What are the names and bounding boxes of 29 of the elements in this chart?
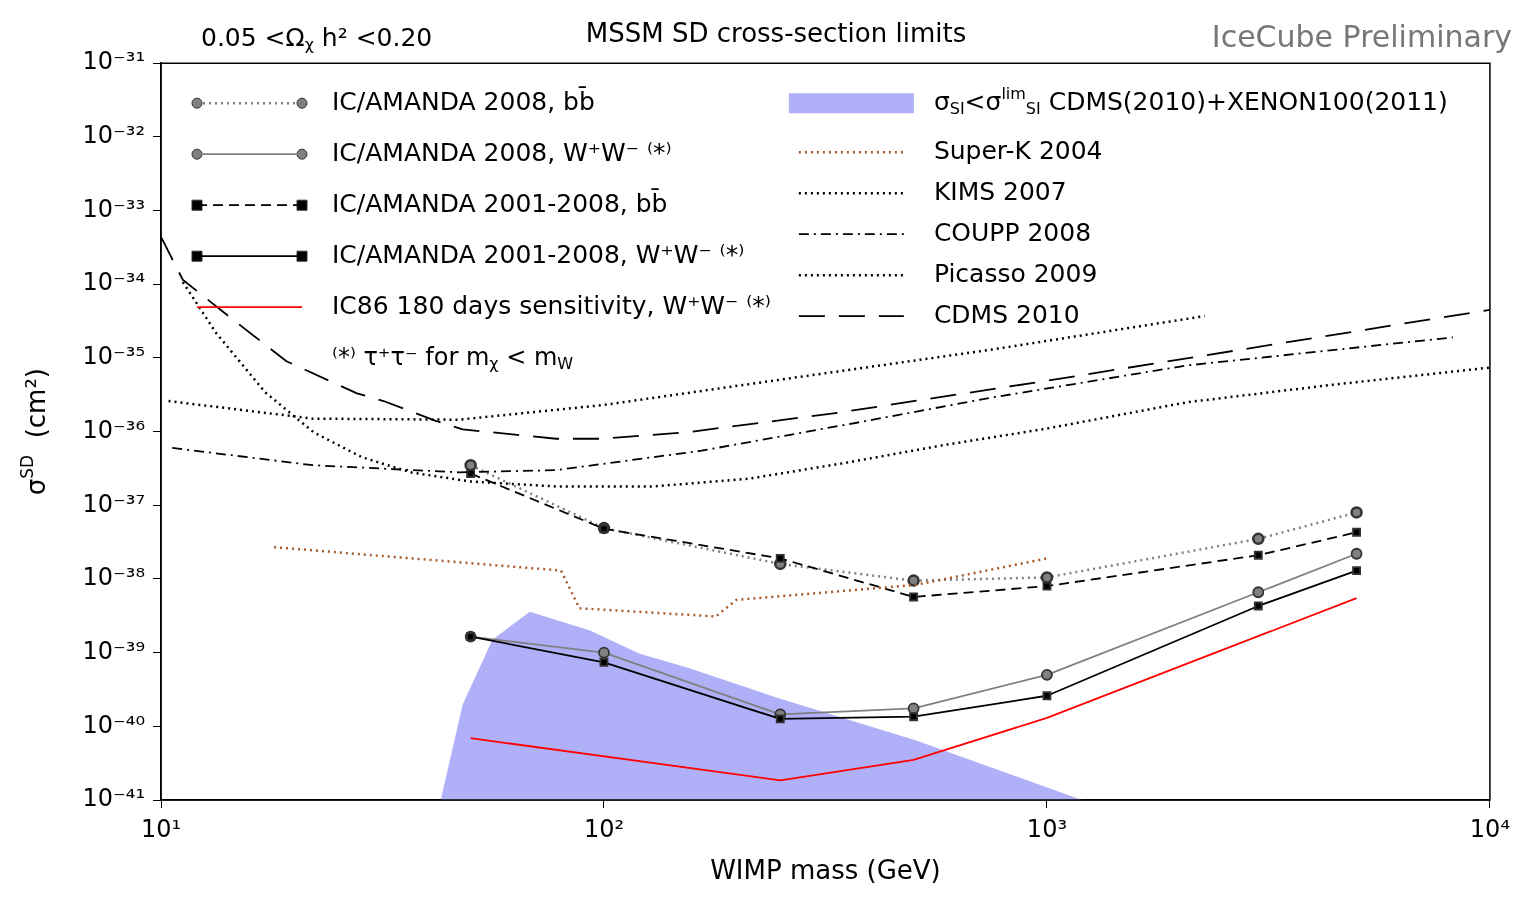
- y-axis-title: σSD (cm²): [17, 367, 51, 496]
- legend-label: IC/AMANDA 2008, W⁺W⁻ ⁽*⁾: [332, 137, 672, 167]
- legend-label: IC/AMANDA 2001-2008, W⁺W⁻ ⁽*⁾: [332, 239, 745, 269]
- y-tick-label: 10⁻³⁹: [82, 636, 145, 665]
- legend-label: Super-K 2004: [933, 135, 1103, 165]
- legend-label: IC/AMANDA 2008, bb̄: [332, 86, 595, 116]
- y-tick-label: 10⁻³⁵: [82, 342, 145, 371]
- y-tick-label: 10⁻⁴⁰: [82, 710, 145, 739]
- y-tick-label: 10⁻³⁸: [82, 563, 145, 592]
- x-tick-label: 10⁴: [1469, 814, 1511, 843]
- text: IceCube Preliminary: [1211, 19, 1513, 54]
- legend-label: IC86 180 days sensitivity, W⁺W⁻ ⁽*⁾: [332, 290, 771, 320]
- y-tick-label: 10⁻⁴¹: [82, 784, 145, 813]
- y-tick-label: 10⁻³⁶: [82, 415, 145, 444]
- x-axis-title: WIMP mass (GeV): [710, 855, 941, 886]
- y-tick-label: 10⁻³⁷: [82, 489, 145, 518]
- legend-label: IC/AMANDA 2001-2008, bb̄: [332, 188, 668, 218]
- legend-label: KIMS 2007: [933, 176, 1067, 206]
- x-tick-label: 10³: [1026, 814, 1068, 843]
- legend-label: Picasso 2009: [933, 258, 1098, 288]
- chart-title: MSSM SD cross-section limits: [585, 18, 967, 49]
- legend-label: CDMS 2010: [933, 299, 1080, 329]
- y-tick-label: 10⁻³³: [82, 194, 145, 223]
- y-tick-label: 10⁻³²: [82, 121, 145, 150]
- x-tick-label: 10¹: [140, 814, 182, 843]
- legend-label: COUPP 2008: [933, 217, 1092, 247]
- y-tick-label: 10⁻³⁴: [82, 268, 145, 297]
- x-tick-label: 10²: [583, 814, 625, 843]
- y-tick-label: 10⁻³¹: [82, 47, 145, 76]
